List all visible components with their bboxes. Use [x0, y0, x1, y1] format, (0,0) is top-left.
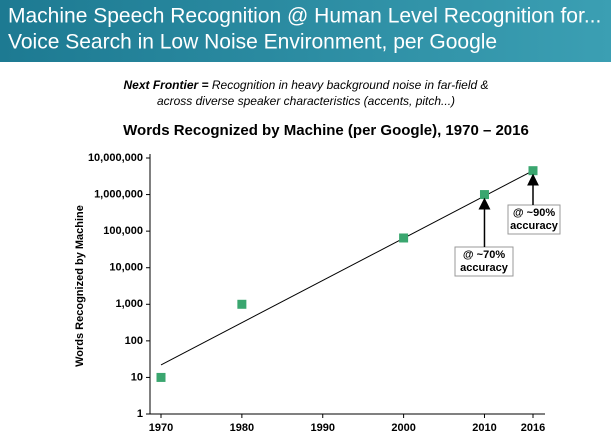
x-tick-label: 1970 [149, 422, 173, 434]
y-tick-label: 100 [125, 335, 143, 347]
annotation-text: @ ~90% [513, 207, 555, 219]
note: Next Frontier = Recognition in heavy bac… [124, 78, 489, 92]
x-tick-label: 1980 [230, 422, 254, 434]
x-tick-label: 2010 [472, 422, 496, 434]
y-tick-label: 10,000,000 [88, 152, 143, 164]
header-title: Voice Search in Low Noise Environment, p… [8, 31, 497, 54]
annotation-text: accuracy [510, 220, 559, 232]
note-text: across diverse speaker characteristics (… [157, 94, 455, 108]
trendline [160, 170, 534, 366]
y-tick-label: 10,000 [109, 262, 143, 274]
annotation-box [454, 246, 514, 277]
y-axis-label: Words Recognized by Machine [74, 205, 86, 367]
y-tick-label: 1 [137, 408, 143, 420]
x-tick-label: 1990 [310, 422, 334, 434]
y-tick-label: 1,000 [115, 298, 143, 310]
y-tick-label: 100,000 [103, 225, 143, 237]
x-tick-label: 2016 [521, 422, 545, 434]
point [399, 233, 409, 243]
annotation-box [507, 204, 561, 235]
annotation-text: accuracy [460, 262, 509, 274]
point [156, 372, 166, 382]
x-tick-label: 2000 [391, 422, 415, 434]
note-text: Recognition in heavy background noise in… [212, 78, 489, 92]
point [479, 190, 489, 200]
chart-title: Words Recognized by Machine (per Google)… [123, 122, 529, 139]
header-title: Machine Speech Recognition @ Human Level… [8, 5, 601, 28]
note-lead: Next Frontier = [124, 78, 209, 92]
header-bar [0, 0, 611, 62]
y-tick-label: 1,000,000 [94, 188, 143, 200]
point [528, 166, 538, 176]
point [237, 299, 247, 309]
annotation-text: @ ~70% [463, 249, 505, 261]
y-tick-label: 10 [131, 371, 143, 383]
